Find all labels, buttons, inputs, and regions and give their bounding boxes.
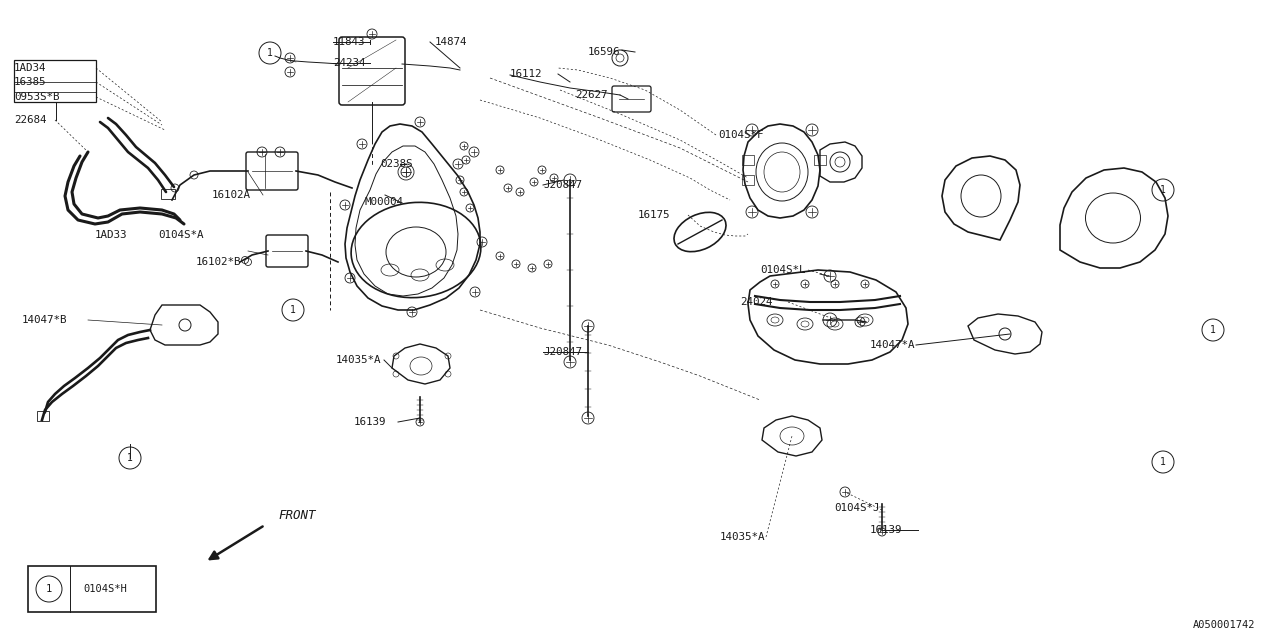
Bar <box>161 189 175 199</box>
Text: 1: 1 <box>291 305 296 315</box>
Text: 24234: 24234 <box>333 58 366 68</box>
Bar <box>14 60 96 102</box>
Text: 16139: 16139 <box>355 417 387 427</box>
Bar <box>37 411 49 421</box>
Text: 14035*A: 14035*A <box>721 532 765 542</box>
Text: 1: 1 <box>268 48 273 58</box>
Text: 1AD34: 1AD34 <box>14 63 46 73</box>
Text: J20847: J20847 <box>543 180 582 190</box>
Text: 24024: 24024 <box>740 297 773 307</box>
Bar <box>742 155 754 165</box>
Text: 1: 1 <box>1160 185 1166 195</box>
Text: 11843: 11843 <box>333 37 366 47</box>
Text: 16102A: 16102A <box>212 190 251 200</box>
Bar <box>742 175 754 185</box>
Text: 16385: 16385 <box>14 77 46 87</box>
Bar <box>28 566 156 612</box>
Text: FRONT: FRONT <box>278 509 315 522</box>
Text: 0953S*B: 0953S*B <box>14 92 59 102</box>
Text: 1: 1 <box>1160 457 1166 467</box>
Text: 1: 1 <box>46 584 52 594</box>
Text: 1: 1 <box>1210 325 1216 335</box>
Text: 14035*A: 14035*A <box>337 355 381 365</box>
Text: 16102*B: 16102*B <box>196 257 242 267</box>
Text: 1AD33: 1AD33 <box>95 230 128 240</box>
Text: 14047*A: 14047*A <box>870 340 915 350</box>
Text: 0104S*L: 0104S*L <box>760 265 805 275</box>
Text: J20847: J20847 <box>543 347 582 357</box>
Text: 0104S*J: 0104S*J <box>835 503 879 513</box>
Bar <box>814 155 826 165</box>
Text: 0104S*A: 0104S*A <box>157 230 204 240</box>
Text: 22627: 22627 <box>575 90 608 100</box>
Text: 14047*B: 14047*B <box>22 315 68 325</box>
Text: 16139: 16139 <box>870 525 902 535</box>
Text: 16112: 16112 <box>509 69 543 79</box>
Text: M00004: M00004 <box>364 197 403 207</box>
Text: 0104S*H: 0104S*H <box>83 584 127 594</box>
Text: 0238S: 0238S <box>380 159 412 169</box>
Text: A050001742: A050001742 <box>1193 620 1254 630</box>
Text: 22684: 22684 <box>14 115 46 125</box>
Text: 16175: 16175 <box>637 210 671 220</box>
Text: 16596: 16596 <box>588 47 621 57</box>
Text: 14874: 14874 <box>435 37 467 47</box>
Text: 0104S*F: 0104S*F <box>718 130 763 140</box>
Text: 1: 1 <box>127 453 133 463</box>
